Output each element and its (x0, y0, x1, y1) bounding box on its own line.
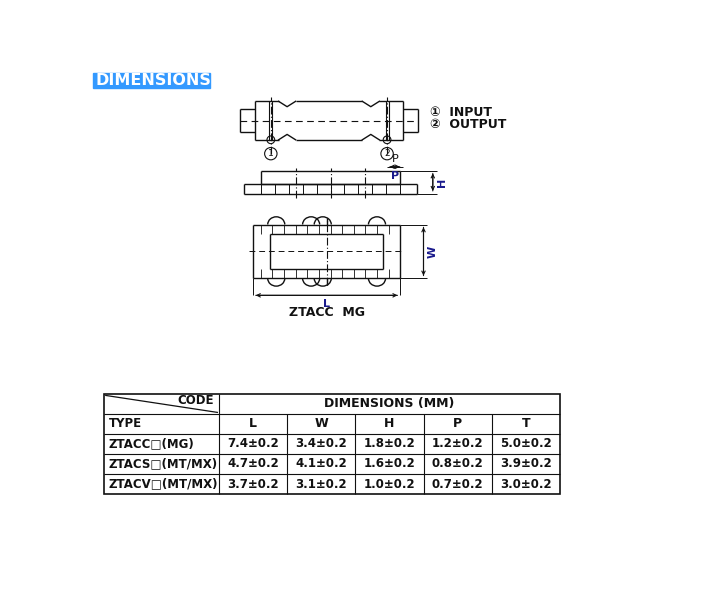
Text: P: P (391, 154, 399, 165)
Text: 3.4±0.2: 3.4±0.2 (295, 437, 347, 450)
Text: W: W (314, 418, 328, 431)
Text: ZTACC  MG: ZTACC MG (289, 306, 365, 319)
Text: H: H (384, 418, 395, 431)
Text: 2: 2 (384, 149, 390, 158)
Text: P: P (453, 418, 462, 431)
Text: 1.8±0.2: 1.8±0.2 (363, 437, 415, 450)
Text: 0.7±0.2: 0.7±0.2 (432, 478, 484, 491)
Text: 1.6±0.2: 1.6±0.2 (363, 457, 415, 470)
Text: ZTACV□(MT/MX): ZTACV□(MT/MX) (109, 478, 218, 491)
Text: 4.7±0.2: 4.7±0.2 (227, 457, 279, 470)
Text: DIMENSIONS:: DIMENSIONS: (96, 73, 218, 88)
Text: 1.2±0.2: 1.2±0.2 (432, 437, 484, 450)
Text: L: L (323, 299, 330, 309)
Text: 4.1±0.2: 4.1±0.2 (295, 457, 347, 470)
Text: W: W (427, 245, 438, 258)
Text: ①  INPUT: ① INPUT (430, 106, 492, 119)
Text: ZTACC□(MG): ZTACC□(MG) (109, 437, 195, 450)
FancyBboxPatch shape (93, 73, 209, 89)
Text: CODE: CODE (178, 394, 214, 406)
Text: 3.1±0.2: 3.1±0.2 (295, 478, 347, 491)
Text: P: P (391, 170, 399, 181)
Text: L: L (249, 418, 257, 431)
Text: ②  OUTPUT: ② OUTPUT (430, 118, 506, 131)
Text: ZTACS□(MT/MX): ZTACS□(MT/MX) (109, 457, 218, 470)
Text: DIMENSIONS (MM): DIMENSIONS (MM) (324, 397, 455, 410)
Text: 5.0±0.2: 5.0±0.2 (500, 437, 552, 450)
Text: 0.8±0.2: 0.8±0.2 (432, 457, 484, 470)
Text: 1: 1 (268, 149, 274, 158)
Text: T: T (521, 418, 530, 431)
Text: 7.4±0.2: 7.4±0.2 (227, 437, 279, 450)
Text: TYPE: TYPE (109, 418, 142, 431)
Text: H: H (437, 178, 447, 187)
Text: 1.0±0.2: 1.0±0.2 (364, 478, 415, 491)
Text: 3.0±0.2: 3.0±0.2 (500, 478, 552, 491)
Bar (104, 394, 560, 494)
Text: 3.7±0.2: 3.7±0.2 (227, 478, 279, 491)
Text: 3.9±0.2: 3.9±0.2 (500, 457, 552, 470)
